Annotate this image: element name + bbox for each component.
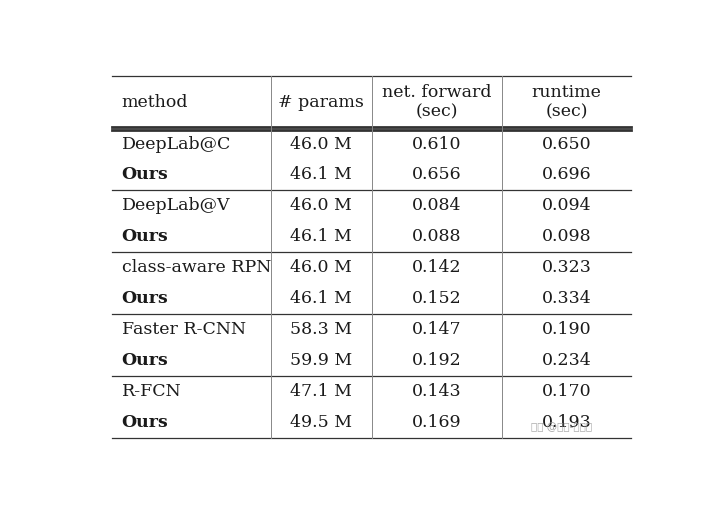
- Text: 知乎 @龙船-言有三: 知乎 @龙船-言有三: [531, 422, 592, 432]
- Text: Faster R-CNN: Faster R-CNN: [122, 321, 246, 338]
- Text: Ours: Ours: [122, 228, 168, 245]
- Text: 46.0 M: 46.0 M: [290, 259, 352, 276]
- Text: 0.650: 0.650: [541, 135, 591, 153]
- Text: 0.234: 0.234: [541, 352, 591, 369]
- Text: Ours: Ours: [122, 167, 168, 183]
- Text: Ours: Ours: [122, 414, 168, 431]
- Text: 0.170: 0.170: [541, 383, 591, 400]
- Text: 0.143: 0.143: [412, 383, 462, 400]
- Text: 46.1 M: 46.1 M: [290, 167, 352, 183]
- Text: 46.1 M: 46.1 M: [290, 228, 352, 245]
- Text: 0.610: 0.610: [412, 135, 462, 153]
- Text: 0.696: 0.696: [541, 167, 591, 183]
- Text: 59.9 M: 59.9 M: [290, 352, 352, 369]
- Text: 0.190: 0.190: [541, 321, 591, 338]
- Text: 0.152: 0.152: [412, 290, 462, 307]
- Text: # params: # params: [278, 94, 364, 111]
- Text: 47.1 M: 47.1 M: [290, 383, 352, 400]
- Text: DeepLab@V: DeepLab@V: [122, 197, 230, 215]
- Text: 46.0 M: 46.0 M: [290, 135, 352, 153]
- Text: DeepLab@C: DeepLab@C: [122, 135, 231, 153]
- Text: net. forward
(sec): net. forward (sec): [382, 84, 492, 121]
- Text: 0.193: 0.193: [541, 414, 591, 431]
- Text: 46.0 M: 46.0 M: [290, 197, 352, 215]
- Text: 58.3 M: 58.3 M: [290, 321, 352, 338]
- Text: 0.142: 0.142: [412, 259, 462, 276]
- Text: method: method: [122, 94, 188, 111]
- Text: 0.169: 0.169: [412, 414, 462, 431]
- Text: R-FCN: R-FCN: [122, 383, 181, 400]
- Text: 0.323: 0.323: [541, 259, 591, 276]
- Text: class-aware RPN: class-aware RPN: [122, 259, 271, 276]
- Text: Ours: Ours: [122, 352, 168, 369]
- Text: 0.088: 0.088: [412, 228, 462, 245]
- Text: 0.334: 0.334: [541, 290, 591, 307]
- Text: 0.084: 0.084: [412, 197, 462, 215]
- Text: 46.1 M: 46.1 M: [290, 290, 352, 307]
- Text: runtime
(sec): runtime (sec): [531, 84, 601, 121]
- Text: 49.5 M: 49.5 M: [290, 414, 352, 431]
- Text: 0.094: 0.094: [541, 197, 591, 215]
- Text: Ours: Ours: [122, 290, 168, 307]
- Text: 0.192: 0.192: [412, 352, 462, 369]
- Text: 0.098: 0.098: [541, 228, 591, 245]
- Text: 0.147: 0.147: [412, 321, 462, 338]
- Text: 0.656: 0.656: [412, 167, 462, 183]
